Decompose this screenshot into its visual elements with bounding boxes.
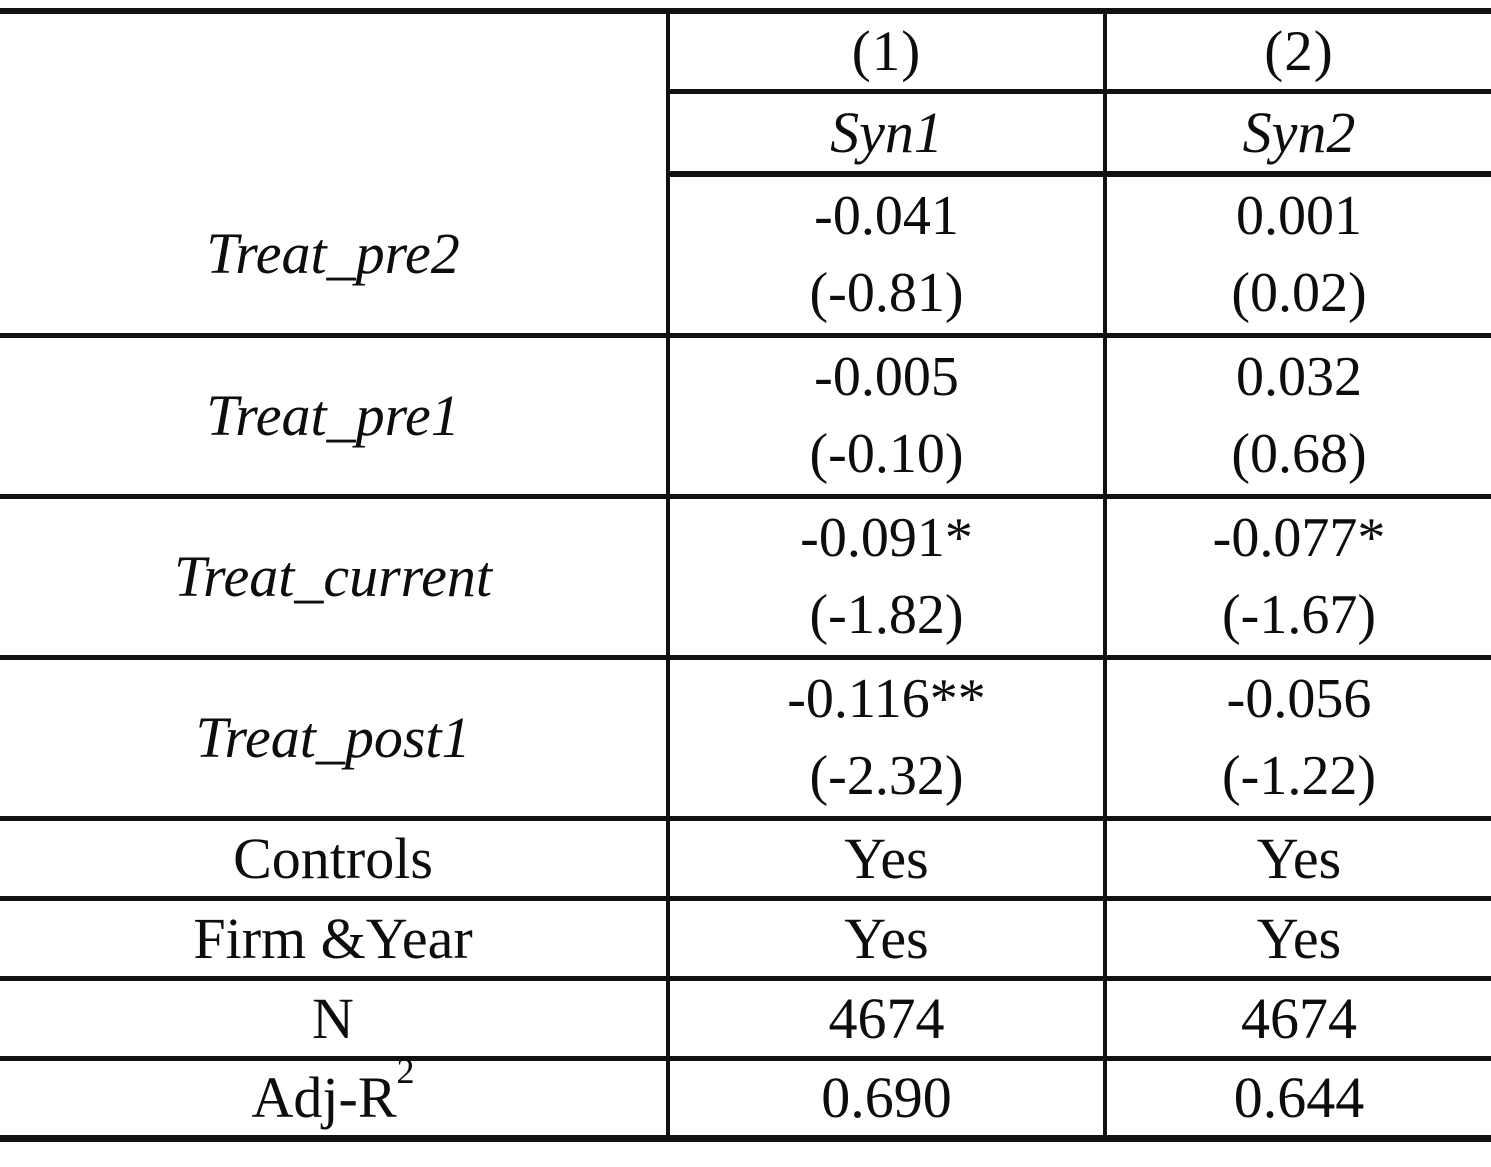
row-label-cell: Treat_pre2: [0, 174, 668, 338]
row-label: Controls: [233, 825, 433, 891]
header-empty-cell: [0, 8, 668, 174]
coef-estimate: -0.077*: [1212, 506, 1386, 569]
stat-value: 4674: [1241, 985, 1357, 1051]
stat-cell: 0.690: [666, 1058, 1105, 1142]
header-row-model-numbers: (1) (2): [0, 8, 1491, 174]
row-label-cell: Firm &Year: [0, 898, 668, 981]
coef-estimate: -0.041: [814, 184, 959, 247]
header-row-dep-vars: Syn1 Syn2: [0, 91, 1491, 177]
coef-cell: -0.091* (-1.82): [666, 496, 1105, 660]
row-label: Treat_pre2: [206, 220, 460, 286]
table-row-treat-pre1: Treat_pre1 -0.005 (-0.10) 0.032 (0.68): [0, 335, 1491, 499]
coef-cell: -0.077* (-1.67): [1103, 496, 1491, 660]
coef-estimate: 0.001: [1236, 184, 1362, 247]
coef-estimate: 0.032: [1236, 345, 1362, 408]
row-label-cell: Treat_current: [0, 496, 668, 660]
table-row-treat-current: Treat_current -0.091* (-1.82) -0.077* (-…: [0, 496, 1491, 660]
depvar-label-syn2: Syn2: [1242, 99, 1356, 165]
stat-value: 0.644: [1233, 1065, 1365, 1130]
coef-estimate: -0.056: [1226, 667, 1372, 730]
t-statistic: (-0.81): [809, 261, 964, 324]
model-number-2: (2): [1264, 19, 1334, 83]
stat-value: Yes: [844, 905, 929, 971]
header-depvar-1: Syn1: [666, 91, 1105, 177]
row-label-cell: N: [0, 978, 668, 1061]
t-statistic: (-1.22): [1222, 744, 1376, 807]
superscript-2: 2: [396, 1051, 415, 1091]
row-label: Adj-R2: [251, 1053, 415, 1130]
coef-cell: -0.056 (-1.22): [1103, 657, 1491, 821]
stat-cell: Yes: [1103, 898, 1491, 981]
regression-table: (1) (2) Syn1 Syn2 Treat_pre2 -0.041 (-0.…: [0, 8, 1491, 1142]
row-label: Treat_post1: [195, 705, 471, 770]
t-statistic: (0.02): [1231, 261, 1367, 324]
stat-value: Yes: [1256, 905, 1342, 971]
t-statistic: (-1.82): [809, 583, 964, 646]
coef-estimate: -0.091*: [800, 506, 973, 569]
model-number-1: (1): [851, 19, 922, 83]
coef-cell: -0.041 (-0.81): [666, 174, 1105, 338]
stat-cell: 0.644: [1103, 1058, 1491, 1142]
stat-cell: Yes: [666, 818, 1105, 901]
stat-value: 0.690: [821, 1065, 952, 1130]
table-row-treat-post1: Treat_post1 -0.116** (-2.32) -0.056 (-1.…: [0, 657, 1491, 821]
table-row-adj-r2: Adj-R2 0.690 0.644: [0, 1053, 1491, 1142]
row-label-cell: Treat_pre1: [0, 335, 668, 499]
header-model-2: (2): [1103, 8, 1491, 94]
header-model-1: (1): [666, 8, 1105, 94]
table-row-n: N 4674 4674: [0, 978, 1491, 1061]
stat-value: 4674: [828, 985, 945, 1051]
coef-cell: 0.001 (0.02): [1103, 174, 1491, 338]
row-label: Treat_pre1: [206, 383, 460, 448]
row-label: Firm &Year: [193, 905, 473, 971]
stat-cell: Yes: [666, 898, 1105, 981]
coef-estimate: -0.005: [814, 345, 959, 408]
t-statistic: (-1.67): [1222, 583, 1376, 646]
table-row-controls: Controls Yes Yes: [0, 818, 1491, 901]
depvar-label-syn1: Syn1: [830, 99, 943, 165]
row-label-cell: Adj-R2: [0, 1053, 668, 1142]
stat-cell: 4674: [666, 978, 1105, 1061]
adj-r-text: Adj-R: [251, 1065, 397, 1130]
t-statistic: (0.68): [1231, 422, 1367, 485]
row-label-cell: Controls: [0, 818, 668, 901]
table-row-treat-pre2: Treat_pre2 -0.041 (-0.81) 0.001 (0.02): [0, 174, 1491, 338]
row-label-cell: Treat_post1: [0, 657, 668, 821]
row-label: Treat_current: [174, 544, 492, 609]
stat-value: Yes: [1256, 825, 1342, 891]
coef-cell: -0.005 (-0.10): [666, 335, 1105, 499]
stat-cell: 4674: [1103, 978, 1491, 1061]
table-row-firm-year: Firm &Year Yes Yes: [0, 898, 1491, 981]
coef-cell: -0.116** (-2.32): [666, 657, 1105, 821]
t-statistic: (-0.10): [809, 422, 964, 485]
row-label: N: [312, 985, 354, 1051]
stat-cell: Yes: [1103, 818, 1491, 901]
t-statistic: (-2.32): [809, 744, 964, 807]
stat-value: Yes: [844, 825, 929, 891]
coef-estimate: -0.116**: [787, 667, 986, 730]
header-depvar-2: Syn2: [1103, 91, 1491, 177]
coef-cell: 0.032 (0.68): [1103, 335, 1491, 499]
